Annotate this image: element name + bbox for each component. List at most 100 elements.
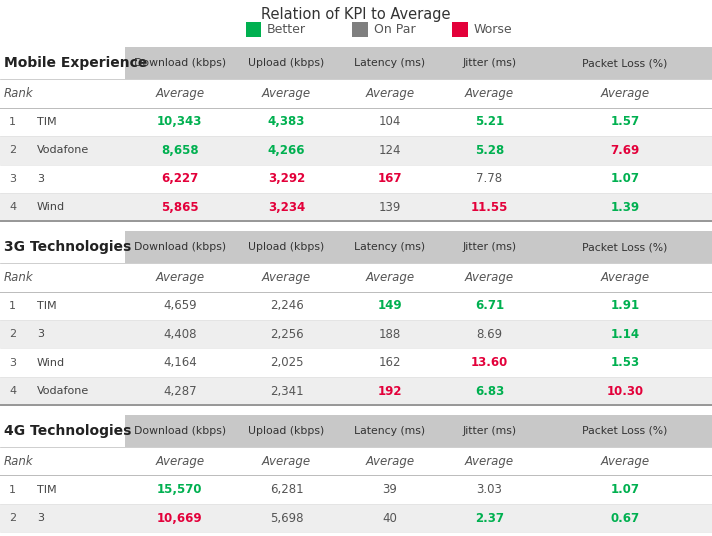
- Text: 124: 124: [379, 144, 401, 157]
- Bar: [452, 22, 468, 37]
- Text: 5,865: 5,865: [161, 200, 199, 214]
- Text: 2: 2: [9, 329, 16, 339]
- Text: Mobile Experience: Mobile Experience: [4, 56, 147, 70]
- Bar: [235, 415, 338, 447]
- Text: Upload (kbps): Upload (kbps): [248, 242, 325, 252]
- Text: Latency (ms): Latency (ms): [355, 426, 425, 436]
- Text: 1: 1: [9, 485, 16, 495]
- Bar: [125, 231, 235, 263]
- Text: 13.60: 13.60: [471, 356, 508, 369]
- Text: Wind: Wind: [37, 358, 66, 368]
- Text: 3,292: 3,292: [268, 172, 305, 185]
- Bar: [352, 22, 368, 37]
- Text: Wind: Wind: [37, 202, 66, 212]
- Text: Average: Average: [262, 455, 311, 468]
- Text: 7.69: 7.69: [610, 144, 639, 157]
- Text: Download (kbps): Download (kbps): [134, 58, 226, 68]
- Text: 162: 162: [379, 356, 401, 369]
- Text: Average: Average: [155, 271, 204, 284]
- Bar: [0, 136, 712, 165]
- Text: 1.07: 1.07: [610, 483, 639, 496]
- Text: Download (kbps): Download (kbps): [134, 242, 226, 252]
- Text: 2.37: 2.37: [475, 511, 504, 525]
- Text: Jitter (ms): Jitter (ms): [462, 426, 517, 436]
- Text: Average: Average: [465, 271, 514, 284]
- Text: 1: 1: [9, 117, 16, 127]
- Text: Upload (kbps): Upload (kbps): [248, 58, 325, 68]
- Text: Rank: Rank: [4, 271, 33, 284]
- Text: 4,408: 4,408: [163, 327, 197, 341]
- Text: Average: Average: [365, 271, 414, 284]
- Text: Packet Loss (%): Packet Loss (%): [582, 426, 667, 436]
- Text: 6.71: 6.71: [475, 299, 504, 312]
- Text: 1.91: 1.91: [610, 299, 639, 312]
- Text: 2: 2: [9, 513, 16, 523]
- Text: Rank: Rank: [4, 455, 33, 468]
- Bar: [0, 377, 712, 405]
- Bar: [338, 47, 441, 79]
- Bar: [235, 47, 338, 79]
- Text: Average: Average: [365, 87, 414, 100]
- Text: 3,234: 3,234: [268, 200, 305, 214]
- Text: Rank: Rank: [4, 87, 33, 100]
- Text: 4,383: 4,383: [268, 115, 305, 129]
- Text: Latency (ms): Latency (ms): [355, 58, 425, 68]
- Bar: [125, 415, 235, 447]
- Text: 4,659: 4,659: [163, 299, 197, 312]
- Text: Packet Loss (%): Packet Loss (%): [582, 242, 667, 252]
- Text: 10,343: 10,343: [157, 115, 202, 129]
- Text: 5,698: 5,698: [270, 511, 303, 525]
- Bar: [235, 231, 338, 263]
- Bar: [246, 22, 261, 37]
- Text: 5.28: 5.28: [475, 144, 504, 157]
- Text: Average: Average: [155, 87, 204, 100]
- Text: 3: 3: [37, 513, 44, 523]
- Text: 6,281: 6,281: [270, 483, 303, 496]
- Text: 1.39: 1.39: [610, 200, 639, 214]
- Text: 3G Technologies: 3G Technologies: [4, 240, 131, 254]
- Text: 10,669: 10,669: [157, 511, 203, 525]
- Bar: [538, 231, 712, 263]
- Text: 5.21: 5.21: [475, 115, 504, 129]
- Text: 0.67: 0.67: [610, 511, 639, 525]
- Text: 4: 4: [9, 202, 16, 212]
- Text: 4: 4: [9, 386, 16, 396]
- Text: 1.07: 1.07: [610, 172, 639, 185]
- Text: 6,227: 6,227: [161, 172, 199, 185]
- Text: Average: Average: [155, 455, 204, 468]
- Text: 39: 39: [382, 483, 397, 496]
- Text: Average: Average: [465, 87, 514, 100]
- Text: 104: 104: [379, 115, 401, 129]
- Text: 188: 188: [379, 327, 401, 341]
- Text: Average: Average: [600, 455, 649, 468]
- Text: 3: 3: [9, 174, 16, 184]
- Text: 139: 139: [379, 200, 401, 214]
- Text: 10.30: 10.30: [606, 384, 644, 398]
- Text: Worse: Worse: [473, 23, 512, 36]
- Text: 2,256: 2,256: [270, 327, 303, 341]
- Text: Jitter (ms): Jitter (ms): [462, 58, 517, 68]
- Text: 1.53: 1.53: [610, 356, 639, 369]
- Bar: [0, 320, 712, 348]
- Text: 8,658: 8,658: [161, 144, 199, 157]
- Bar: [125, 47, 235, 79]
- Text: 15,570: 15,570: [157, 483, 202, 496]
- Text: 4,164: 4,164: [163, 356, 197, 369]
- Text: 149: 149: [377, 299, 402, 312]
- Bar: [441, 47, 538, 79]
- Text: Average: Average: [365, 455, 414, 468]
- Bar: [441, 415, 538, 447]
- Text: TIM: TIM: [37, 301, 57, 311]
- Text: 2,341: 2,341: [270, 384, 303, 398]
- Text: 8.69: 8.69: [476, 327, 503, 341]
- Text: 1: 1: [9, 301, 16, 311]
- Text: 3: 3: [37, 329, 44, 339]
- Text: Relation of KPI to Average: Relation of KPI to Average: [261, 7, 451, 22]
- Text: Packet Loss (%): Packet Loss (%): [582, 58, 667, 68]
- Text: Vodafone: Vodafone: [37, 386, 89, 396]
- Text: 40: 40: [382, 511, 397, 525]
- Text: Latency (ms): Latency (ms): [355, 242, 425, 252]
- Text: 3: 3: [9, 358, 16, 368]
- Bar: [538, 47, 712, 79]
- Text: 1.14: 1.14: [610, 327, 639, 341]
